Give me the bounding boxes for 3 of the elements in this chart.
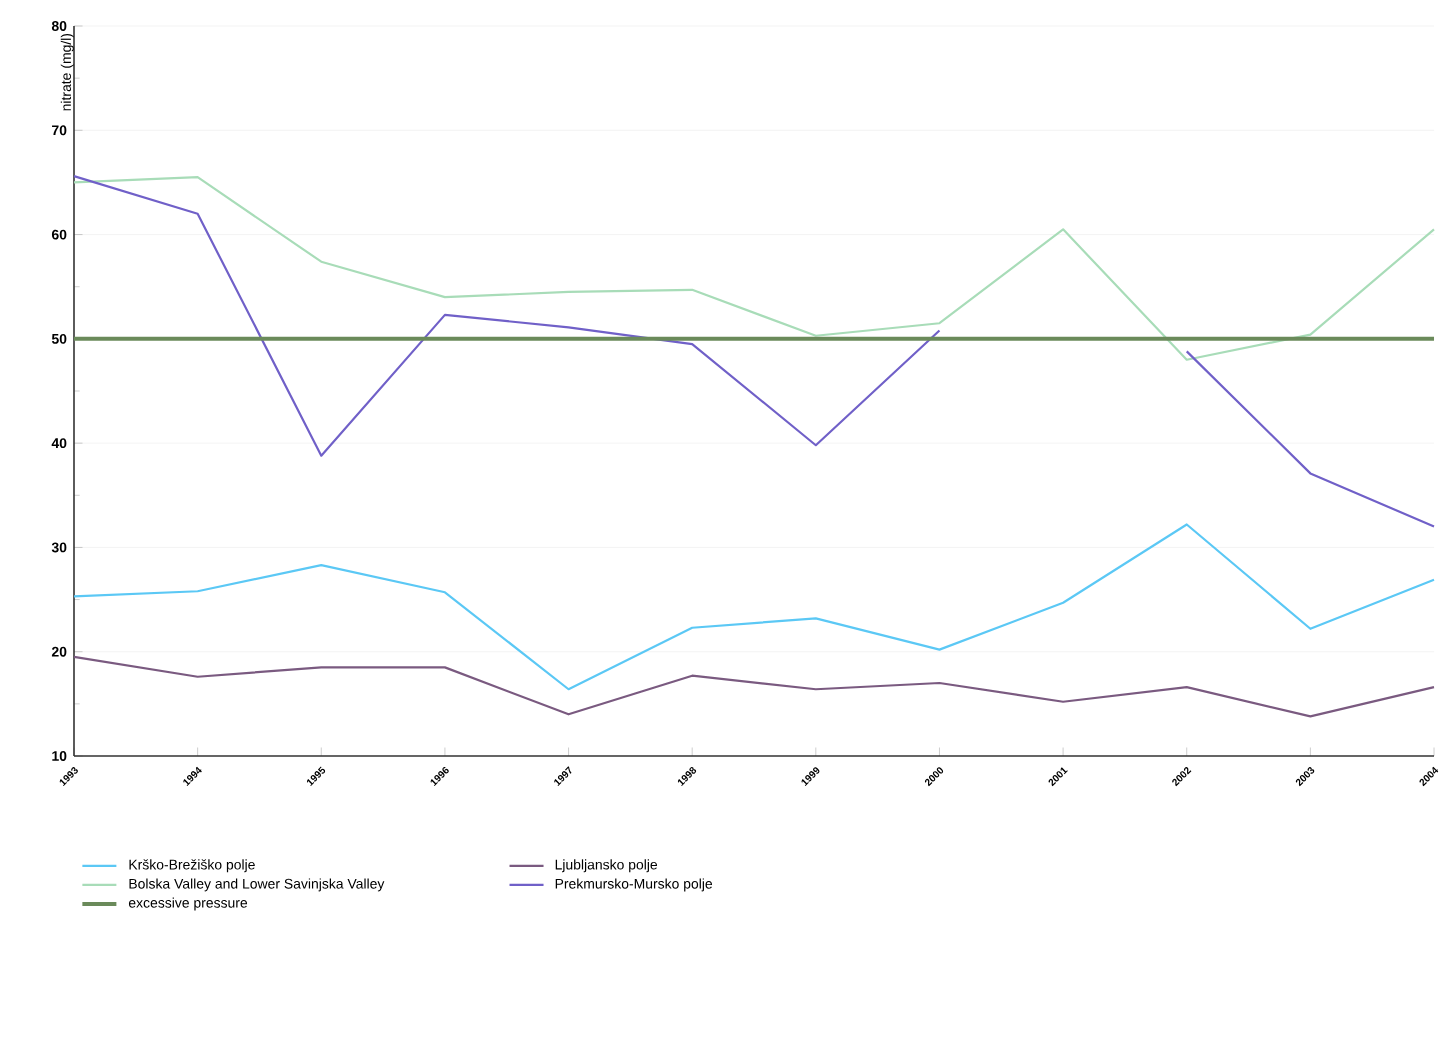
line-series xyxy=(72,176,1436,361)
line-series xyxy=(72,655,1436,718)
line-series xyxy=(72,523,1436,691)
